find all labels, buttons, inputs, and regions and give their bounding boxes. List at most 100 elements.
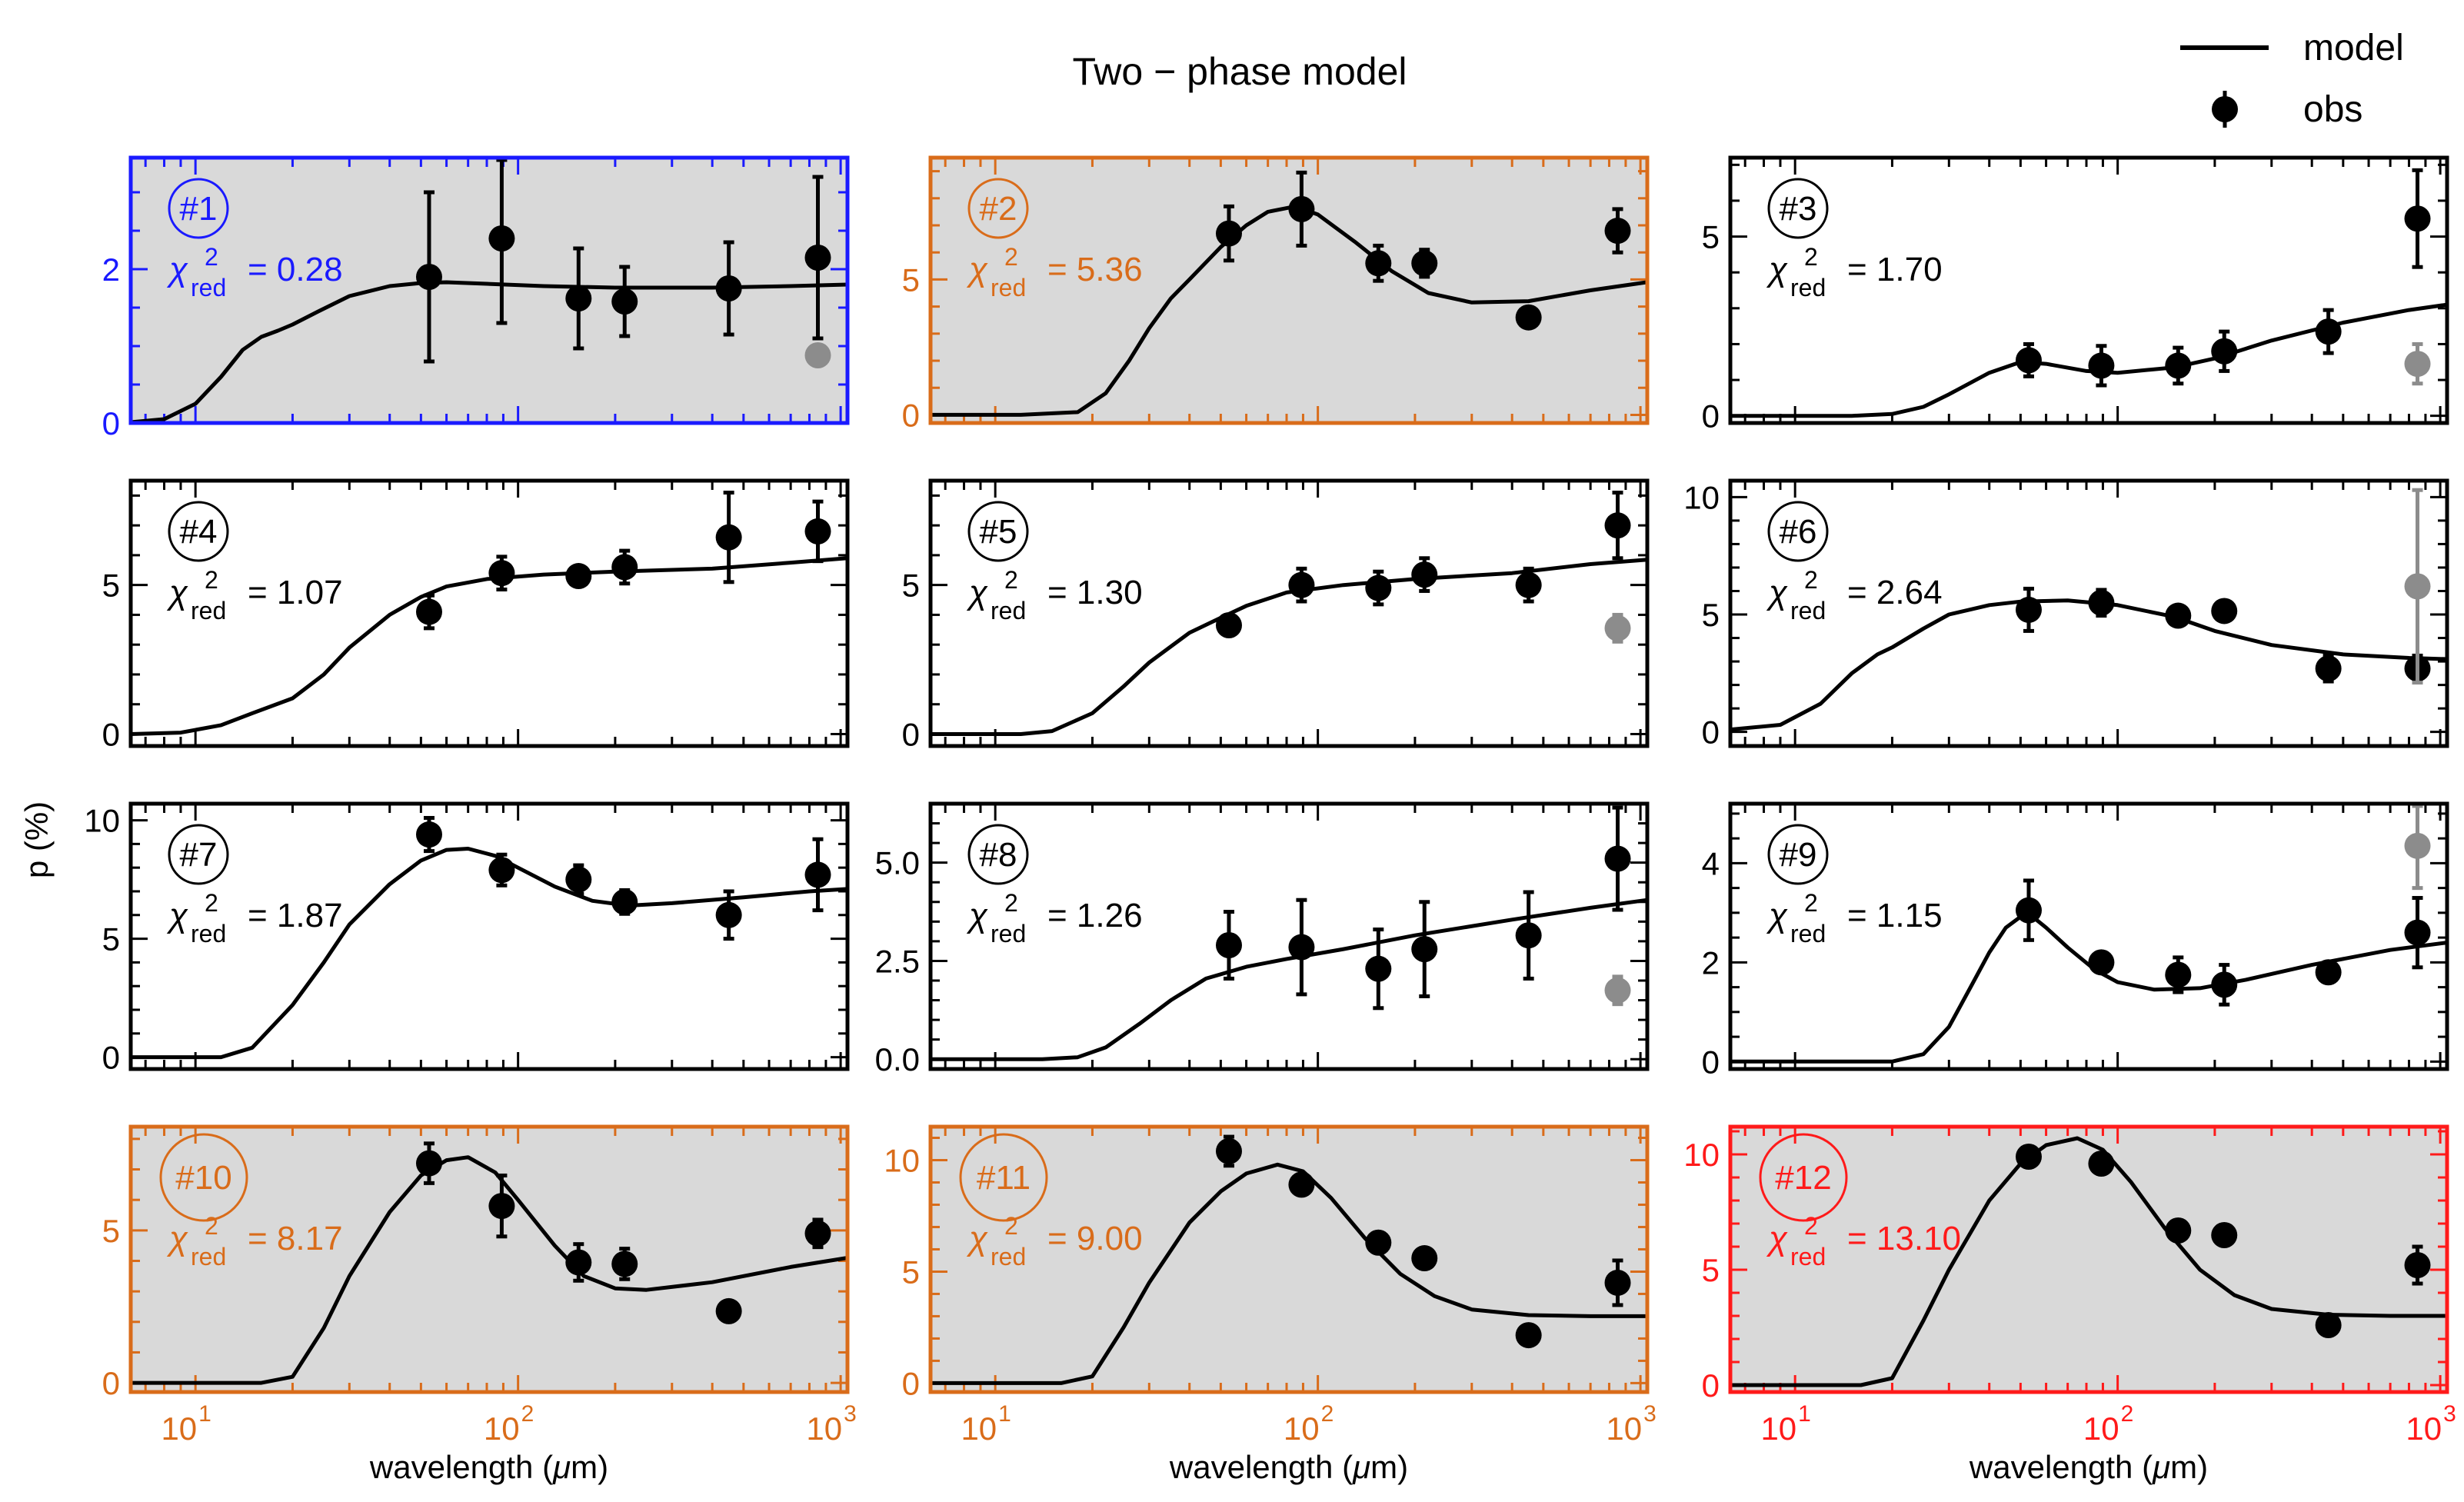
obs-point	[565, 866, 592, 893]
panel-id-label: #2	[980, 190, 1017, 228]
panel-8-frame	[928, 801, 1650, 1071]
y-tick-label: 5.0	[875, 845, 920, 881]
model-line	[1730, 302, 2448, 418]
chi-subscript: red	[991, 274, 1026, 301]
obs-point	[2315, 959, 2342, 986]
chi-value: = 8.17	[248, 1220, 343, 1257]
x-tick-label-exp: 1	[998, 1401, 1011, 1427]
panel-1-frame	[128, 155, 850, 425]
panel-id-circle	[1767, 824, 1829, 885]
obs-point-gray	[1604, 977, 1631, 1004]
chi-subscript: red	[191, 597, 226, 624]
panel-10-frame	[128, 1124, 850, 1394]
y-tick-label: 10	[1683, 479, 1720, 515]
chart-title: Two − phase model	[1073, 50, 1407, 93]
obs-point	[2404, 205, 2431, 232]
obs-point	[1604, 218, 1631, 245]
y-tick-label: 0	[902, 1365, 920, 1401]
x-axis-label: wavelength (μm)	[369, 1449, 608, 1485]
panel-id-circle	[967, 178, 1029, 239]
panel-5-frame	[928, 478, 1650, 748]
obs-point	[1604, 845, 1631, 872]
obs-point-gray	[804, 342, 831, 368]
chi-subscript: red	[1790, 597, 1826, 624]
chi-superscript: 2	[1004, 566, 1018, 594]
model-line	[1730, 598, 2448, 732]
obs-point	[1515, 922, 1542, 949]
panel-id-label: #5	[980, 513, 1017, 551]
obs-point	[2315, 318, 2342, 345]
obs-point-gray	[2404, 351, 2431, 378]
y-tick-label: 0	[1702, 398, 1720, 435]
panel-3-frame	[1728, 155, 2449, 425]
x-axis-label-mu: μ	[2152, 1449, 2170, 1485]
obs-point	[2165, 1217, 2192, 1244]
obs-point	[2015, 347, 2042, 374]
panel-2-background	[931, 158, 1647, 423]
x-axis-label-mu: μ	[552, 1449, 571, 1485]
chi-symbol: χ	[966, 1220, 988, 1257]
obs-point	[1411, 250, 1438, 277]
x-tick-label-exp: 3	[1643, 1401, 1657, 1427]
panel-id-circle	[168, 501, 229, 562]
obs-point	[715, 1297, 742, 1324]
chi-subscript: red	[191, 274, 226, 301]
obs-point	[1515, 1322, 1542, 1349]
chi-subscript: red	[991, 920, 1026, 947]
obs-point	[1288, 195, 1315, 222]
obs-point	[1411, 936, 1438, 963]
obs-point	[488, 560, 515, 587]
chi-symbol: χ	[166, 897, 188, 934]
chi-symbol: χ	[1766, 251, 1788, 288]
model-line	[931, 1162, 1647, 1385]
obs-point	[2211, 971, 2238, 998]
chi-superscript: 2	[1804, 889, 1818, 917]
panel-id-circle	[959, 1133, 1048, 1222]
panel-id-circle	[1767, 501, 1829, 562]
x-axis-label-unit: m)	[571, 1449, 608, 1485]
chart-legend: model obs	[2180, 28, 2404, 130]
obs-point	[2088, 949, 2115, 976]
y-tick-label: 10	[1683, 1137, 1720, 1173]
chi-subscript: red	[991, 597, 1026, 624]
obs-point	[1365, 955, 1392, 982]
obs-point	[715, 524, 742, 551]
chi-value: = 1.87	[248, 897, 343, 934]
chi-value: = 1.70	[1847, 251, 1943, 288]
obs-point	[565, 563, 592, 590]
x-tick-label-base: 10	[161, 1410, 197, 1447]
obs-point	[2088, 1151, 2115, 1177]
obs-point	[804, 861, 831, 888]
x-tick-label-exp: 2	[521, 1401, 534, 1427]
chi-subscript: red	[991, 1243, 1026, 1271]
obs-point	[715, 275, 742, 301]
chi-symbol: χ	[966, 574, 988, 611]
obs-point	[1288, 571, 1315, 598]
x-tick-label-base: 10	[1760, 1410, 1796, 1447]
chi-value: = 1.30	[1047, 574, 1143, 611]
chi-superscript: 2	[205, 566, 218, 594]
chi-value: = 2.64	[1847, 574, 1943, 611]
obs-point	[415, 1150, 442, 1177]
x-tick-label-exp: 3	[2443, 1401, 2456, 1427]
y-tick-label: 5	[102, 921, 120, 957]
panel-id-circle	[967, 501, 1029, 562]
y-tick-label: 5	[1702, 1252, 1720, 1288]
panel-7-frame	[128, 801, 850, 1071]
obs-point	[2165, 961, 2192, 988]
y-tick-label: 0	[102, 405, 120, 441]
model-line	[931, 204, 1648, 417]
chi-value: = 1.07	[248, 574, 343, 611]
panel-10-background	[131, 1127, 847, 1392]
obs-point	[565, 1249, 592, 1276]
chi-symbol: χ	[166, 251, 188, 288]
obs-point	[488, 225, 515, 251]
x-tick-label-base: 10	[961, 1410, 997, 1447]
obs-point	[488, 857, 515, 884]
chi-superscript: 2	[1004, 1212, 1018, 1240]
x-tick-label-exp: 1	[198, 1401, 211, 1427]
obs-point	[415, 821, 442, 848]
y-tick-label: 5	[102, 568, 120, 604]
